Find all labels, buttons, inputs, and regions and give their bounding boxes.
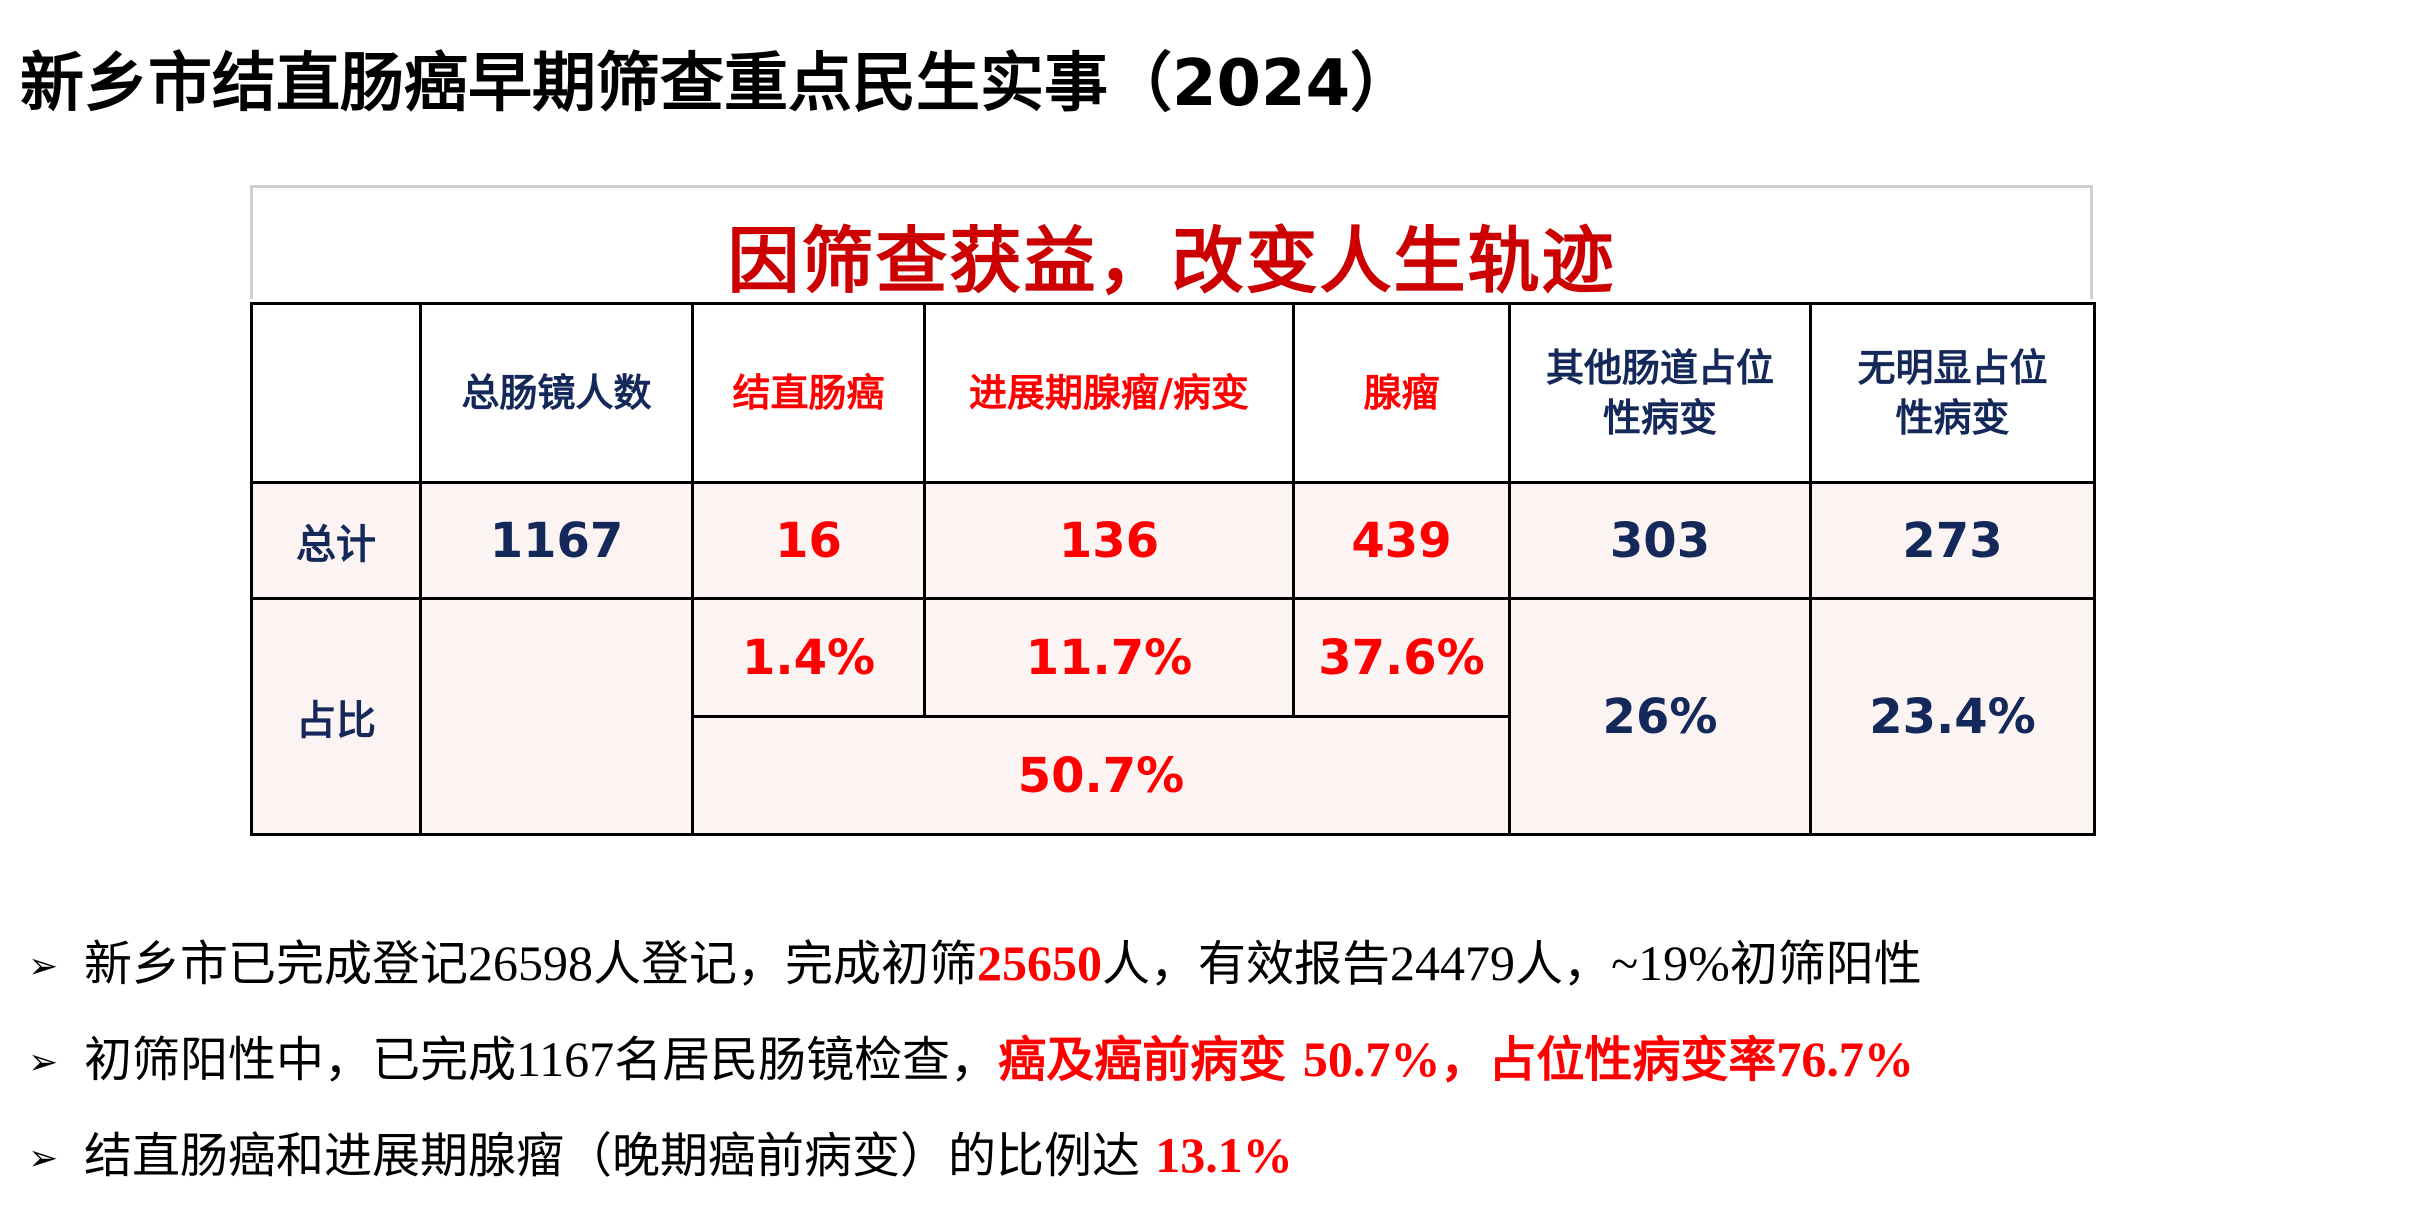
header-corner-cell [250, 302, 422, 484]
total-advanced-value: 136 [923, 481, 1295, 600]
ratio-other-value: 26% [1508, 597, 1812, 836]
bullet-registration: ➢ 新乡市已完成登记26598人登记，完成初筛25650人，有效报告24479人，… [28, 915, 2408, 1011]
header-no-lesions: 无明显占位性病变 [1809, 302, 2096, 484]
table-row-total: 总计 1167 16 136 439 303 273 [250, 481, 2096, 600]
page-title: 新乡市结直肠癌早期筛查重点民生实事（2024） [20, 47, 1415, 121]
header-advanced-adenoma: 进展期腺瘤/病变 [923, 302, 1295, 484]
arrowhead-bullet-icon: ➢ [28, 946, 59, 987]
table-row-ratio: 占比 1.4% 11.7% 37.6% 26% 23.4% [250, 597, 2096, 836]
total-crc-value: 16 [691, 481, 926, 600]
ratio-adenoma-value: 37.6% [1292, 597, 1511, 718]
row-label-ratio: 占比 [250, 597, 422, 836]
table-row-ratio-combined: 50.7% [252, 715, 2095, 836]
ratio-combined-value: 50.7% [691, 715, 1511, 836]
summary-bullets: ➢ 新乡市已完成登记26598人登记，完成初筛25650人，有效报告24479人，… [28, 915, 2408, 1203]
ratio-advanced-value: 11.7% [923, 597, 1295, 718]
banner-title: 因筛查获益，改变人生轨迹 [727, 219, 1616, 303]
arrowhead-bullet-icon: ➢ [28, 1138, 59, 1179]
ratio-colonoscopy-empty [419, 597, 694, 836]
bullet-advanced-ratio: ➢ 结直肠癌和进展期腺瘤（晚期癌前病变）的比例达 13.1% [28, 1107, 2408, 1203]
header-colorectal-cancer: 结直肠癌 [691, 302, 926, 484]
header-other-lesions: 其他肠道占位性病变 [1508, 302, 1812, 484]
header-adenoma: 腺瘤 [1292, 302, 1511, 484]
total-other-value: 303 [1508, 481, 1812, 600]
table-header-row: 总肠镜人数 结直肠癌 进展期腺瘤/病变 腺瘤 其他肠道占位性病变 无明显占位性病… [250, 302, 2096, 484]
ratio-none-value: 23.4% [1809, 597, 2096, 836]
total-colonoscopy-value: 1167 [419, 481, 694, 600]
row-label-total: 总计 [250, 481, 422, 600]
table-banner: 因筛查获益，改变人生轨迹 [250, 185, 2093, 303]
arrowhead-bullet-icon: ➢ [28, 1042, 59, 1083]
header-total-colonoscopy: 总肠镜人数 [419, 302, 694, 484]
bullet-colonoscopy: ➢ 初筛阳性中，已完成1167名居民肠镜检查，癌及癌前病变 50.7%，占位性病变… [28, 1011, 2408, 1107]
screening-results-table: 总肠镜人数 结直肠癌 进展期腺瘤/病变 腺瘤 其他肠道占位性病变 无明显占位性病… [250, 302, 2096, 836]
total-none-value: 273 [1809, 481, 2096, 600]
ratio-crc-value: 1.4% [691, 597, 926, 718]
total-adenoma-value: 439 [1292, 481, 1511, 600]
